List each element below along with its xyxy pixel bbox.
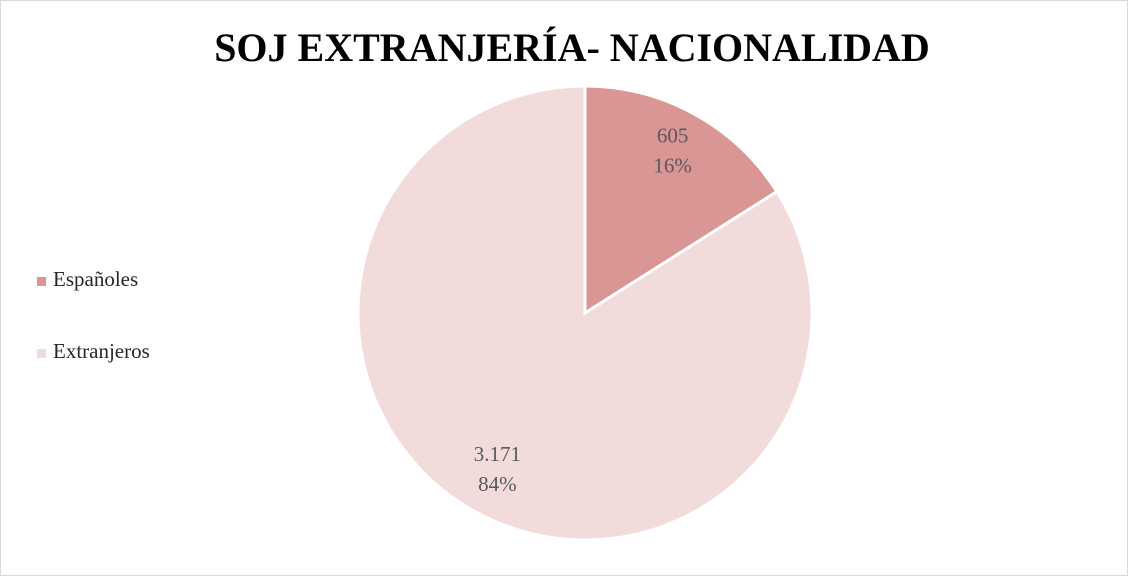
pie-slice — [583, 84, 779, 316]
pie-slice — [356, 84, 814, 542]
legend-label: Extranjeros — [53, 339, 150, 363]
legend-swatch — [37, 349, 46, 358]
data-label: 3.171 — [474, 442, 521, 466]
chart-title: SOJ EXTRANJERÍA- NACIONALIDAD — [214, 25, 930, 70]
percent-label: 16% — [653, 154, 692, 178]
data-label: 605 — [657, 124, 689, 148]
legend-label: Españoles — [53, 267, 138, 291]
legend-swatch — [37, 277, 46, 286]
percent-label: 84% — [478, 472, 517, 496]
